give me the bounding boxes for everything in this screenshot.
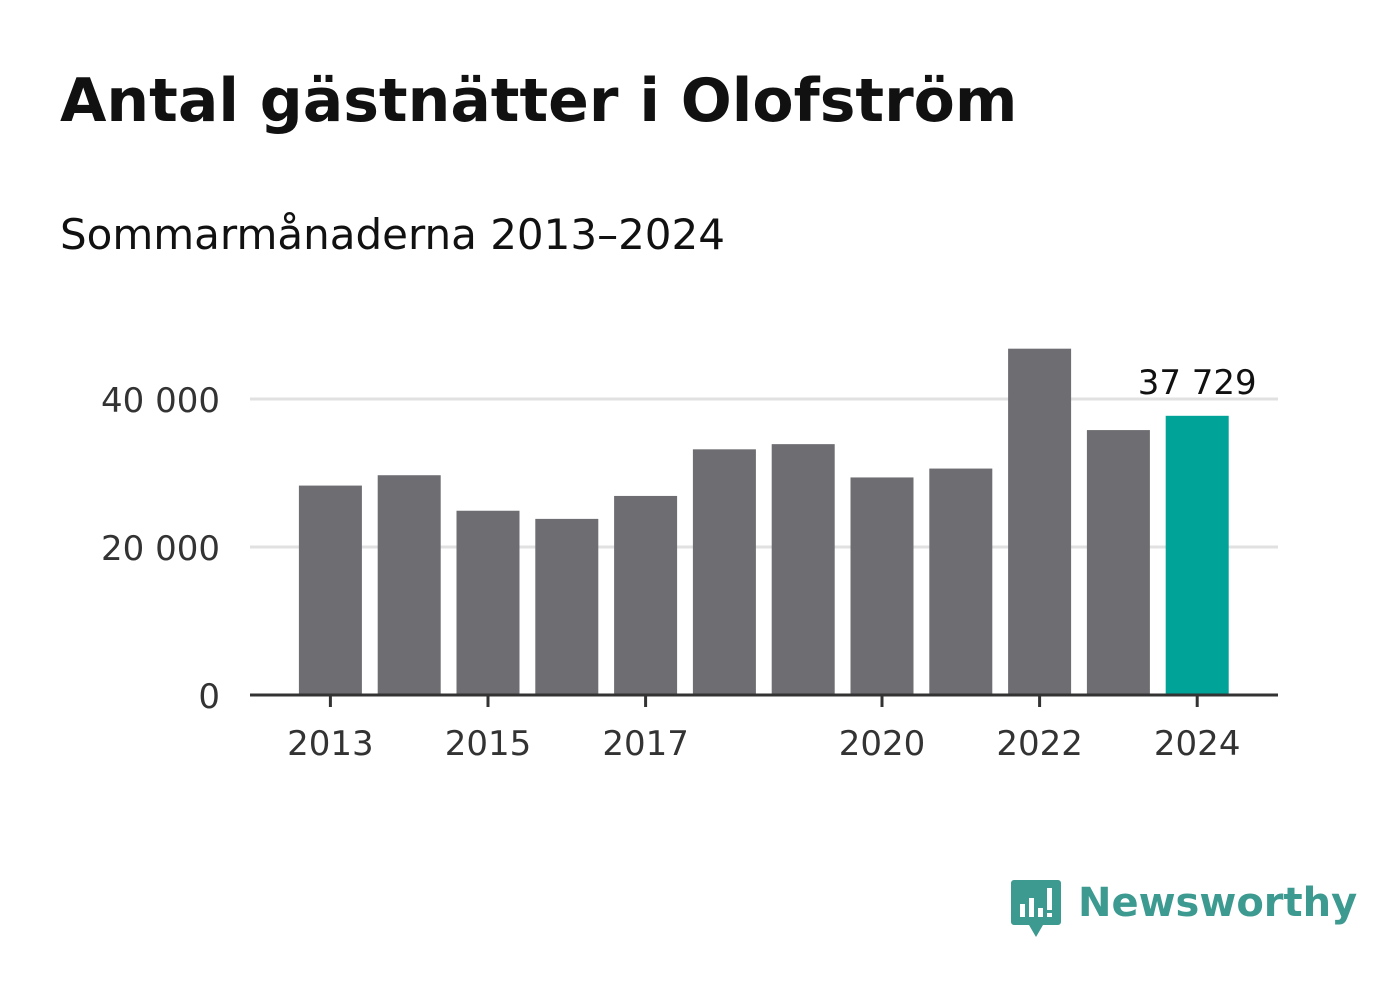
newsworthy-logo: Newsworthy (1010, 878, 1357, 942)
y-tick-label: 40 000 (101, 381, 220, 421)
axes (250, 693, 1278, 707)
chart-subtitle: Sommarmånaderna 2013–2024 (60, 210, 725, 259)
bar-2024 (1165, 415, 1229, 695)
y-tick-label: 20 000 (101, 529, 220, 569)
y-tick-label: 0 (198, 677, 220, 717)
highlight-value-label: 37 729 (1138, 363, 1257, 403)
logo-text: Newsworthy (1078, 880, 1358, 926)
bar-2021 (929, 468, 993, 695)
bar-2017 (614, 495, 678, 695)
x-tick-label: 2022 (996, 724, 1083, 764)
bars (298, 348, 1229, 695)
x-tick-label: 2013 (287, 724, 374, 764)
bar-2014 (377, 475, 441, 695)
bar-2023 (1086, 430, 1150, 695)
x-tick-label: 2017 (602, 724, 689, 764)
bar-2013 (298, 485, 362, 695)
bar-2019 (771, 444, 835, 695)
bar-2020 (850, 477, 914, 695)
newsworthy-chart-bubble-icon (1011, 880, 1061, 937)
x-tick-label: 2015 (445, 724, 532, 764)
x-tick-label: 2024 (1154, 724, 1241, 764)
bar-2018 (692, 449, 756, 695)
labels: 0 20 000 40 000 37 729 2013 2015 2017 2020 2022 2… (101, 363, 1257, 764)
bar-2016 (535, 518, 599, 695)
chart-title: Antal gästnätter i Olofström (60, 66, 1018, 136)
bar-2015 (456, 510, 520, 695)
x-tick-label: 2020 (839, 724, 926, 764)
bar-2022 (1008, 348, 1072, 695)
